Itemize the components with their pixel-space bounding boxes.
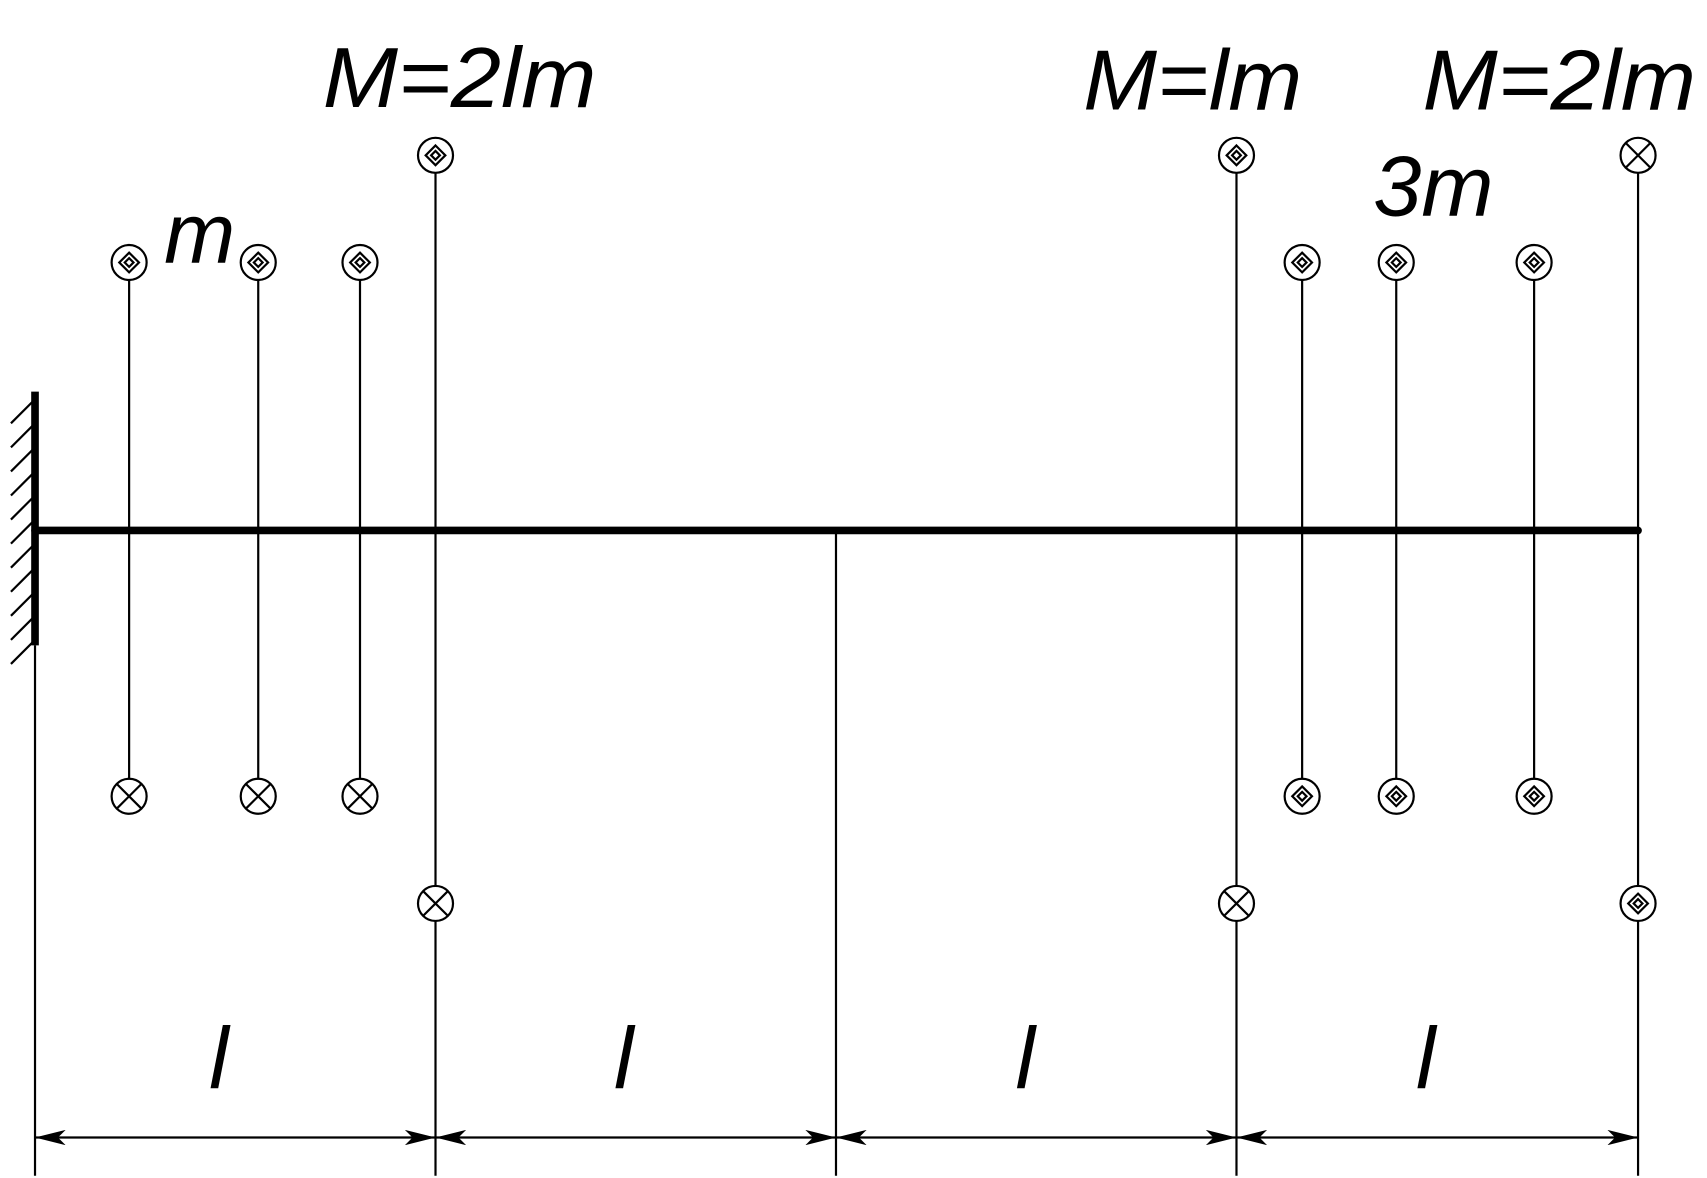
dimension-label: l (614, 1009, 636, 1107)
hatch (10, 590, 36, 617)
node-out (1528, 790, 1541, 803)
node-out (1515, 777, 1553, 815)
node-out (1390, 790, 1403, 803)
node-in (347, 783, 373, 810)
moment-label: M=2lm (323, 31, 597, 126)
hatch (10, 615, 36, 641)
node-out (1296, 790, 1309, 803)
hatch (10, 639, 36, 665)
node-out (1377, 243, 1415, 282)
dimension-label: l (1016, 1009, 1038, 1107)
node-out (354, 256, 366, 269)
moment-label: M=2lm (1423, 33, 1697, 128)
node-out (110, 243, 148, 282)
node-out (416, 136, 455, 174)
hatch (10, 422, 36, 449)
dimension-label: l (1416, 1009, 1438, 1107)
node-out (123, 256, 136, 269)
node-out (1283, 777, 1321, 815)
node-out (1290, 784, 1314, 808)
node-out (429, 149, 442, 162)
node-out (1528, 256, 1541, 269)
node-out (1626, 892, 1650, 915)
mass-label: m (164, 187, 235, 282)
node-out (1384, 784, 1408, 808)
node-out (1390, 256, 1403, 269)
node-out (1377, 777, 1415, 815)
node-out (1296, 256, 1309, 269)
node-out (1632, 897, 1644, 910)
node-out (1217, 136, 1256, 174)
node-out (341, 243, 379, 282)
hatch (10, 446, 36, 473)
node-in (422, 890, 449, 917)
hatch (10, 398, 36, 425)
node-out (246, 251, 270, 274)
node-out (1522, 251, 1546, 274)
node-out (1515, 243, 1553, 282)
node-out (252, 256, 265, 269)
node-out (1290, 251, 1314, 274)
node-in (245, 783, 272, 810)
node-out (1619, 884, 1657, 923)
drawing (10, 136, 1657, 1176)
node-out (1283, 243, 1321, 282)
node-in (1625, 142, 1651, 169)
hatch (10, 494, 36, 521)
node-out (1225, 143, 1248, 167)
node-out (239, 243, 277, 282)
hatch (10, 542, 36, 569)
node-out (117, 251, 141, 274)
node-out (424, 143, 447, 167)
node-out (1384, 251, 1408, 274)
dimension-label: l (209, 1009, 231, 1107)
node-in (116, 783, 142, 810)
node-out (348, 251, 372, 274)
hatch (10, 566, 36, 593)
node-out (1522, 784, 1546, 808)
mass-label: 3m (1373, 139, 1493, 234)
hatch (10, 518, 36, 545)
moment-label: M=lm (1083, 33, 1302, 128)
node-in (1223, 890, 1250, 917)
node-out (1230, 149, 1243, 162)
hatch (10, 470, 36, 497)
